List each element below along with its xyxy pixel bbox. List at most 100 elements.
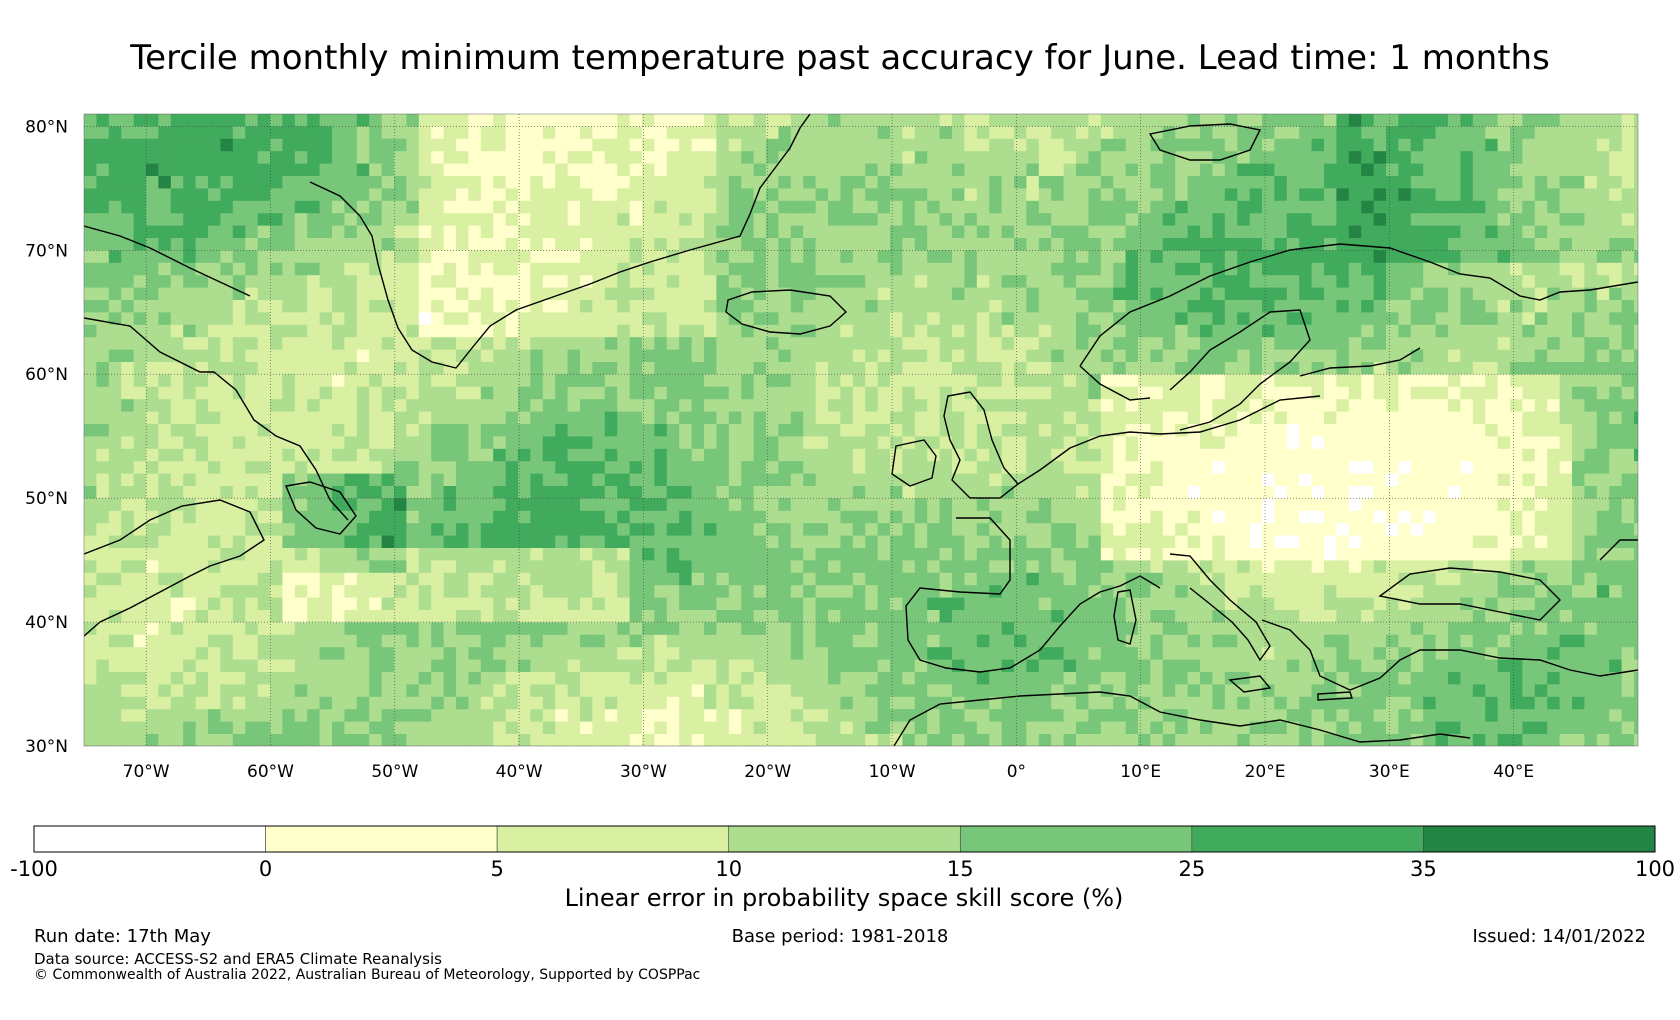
grid-cell: [158, 424, 172, 437]
grid-cell: [815, 337, 829, 350]
grid-cell: [1448, 275, 1461, 288]
grid-cell: [852, 312, 866, 326]
grid-cell: [480, 548, 494, 561]
grid-cell: [1534, 498, 1548, 512]
grid-cell: [580, 411, 593, 425]
grid-cell: [1472, 337, 1486, 350]
grid-cell: [431, 486, 444, 499]
grid-cell: [1063, 461, 1077, 474]
grid-cell: [1051, 337, 1064, 350]
grid-cell: [1336, 188, 1350, 202]
grid-cell: [666, 436, 680, 450]
grid-cell: [766, 424, 779, 437]
grid-cell: [1076, 548, 1089, 561]
grid-cell: [1125, 548, 1139, 561]
grid-cell: [1373, 498, 1387, 512]
grid-cell: [257, 176, 271, 189]
grid-cell: [604, 238, 618, 251]
grid-cell: [270, 238, 283, 251]
grid-cell: [592, 535, 606, 549]
grid-cell: [555, 399, 568, 412]
grid-cell: [1138, 114, 1151, 127]
grid-cell: [418, 560, 432, 574]
grid-cell: [629, 510, 643, 524]
grid-cell: [468, 151, 482, 164]
grid-cell: [741, 560, 754, 574]
grid-cell: [208, 225, 221, 239]
grid-cell: [1485, 262, 1498, 276]
grid-cell: [1187, 349, 1201, 363]
grid-cell: [108, 300, 122, 313]
grid-cell: [1200, 262, 1213, 276]
grid-cell: [716, 399, 730, 412]
grid-cell: [580, 287, 593, 301]
grid-cell: [344, 151, 358, 164]
grid-cell: [84, 572, 97, 586]
grid-cell: [1559, 349, 1573, 363]
grid-cell: [183, 188, 196, 202]
grid-cell: [493, 287, 506, 301]
grid-cell: [332, 275, 345, 288]
grid-cell: [530, 176, 544, 189]
grid-cell: [766, 188, 779, 202]
grid-cell: [406, 300, 420, 313]
grid-cell: [1100, 448, 1114, 462]
grid-cell: [1336, 163, 1350, 177]
grid-cell: [1026, 374, 1040, 388]
grid-cell: [1001, 362, 1015, 375]
grid-cell: [604, 535, 618, 549]
grid-cell: [1200, 163, 1213, 177]
grid-cell: [617, 312, 630, 326]
grid-cell: [1014, 200, 1027, 214]
grid-cell: [1088, 238, 1102, 251]
grid-cell: [530, 448, 544, 462]
grid-cell: [1038, 535, 1052, 549]
grid-cell: [890, 362, 903, 375]
grid-cell: [1076, 337, 1089, 350]
grid-cell: [952, 362, 965, 375]
grid-cell: [319, 473, 333, 487]
grid-cell: [1336, 411, 1350, 425]
grid-cell: [542, 548, 556, 561]
grid-cell: [728, 486, 742, 499]
grid-cell: [939, 486, 953, 499]
grid-cell: [989, 486, 1002, 499]
grid-cell: [468, 200, 482, 214]
grid-cell: [542, 523, 556, 536]
grid-cell: [691, 399, 705, 412]
grid-cell: [704, 448, 717, 462]
grid-cell: [1634, 114, 1638, 127]
grid-cell: [1324, 399, 1337, 412]
grid-cell: [1262, 238, 1275, 251]
grid-cell: [245, 287, 258, 301]
grid-cell: [1237, 312, 1250, 326]
grid-cell: [1497, 548, 1511, 561]
grid-cell: [1224, 510, 1238, 524]
grid-cell: [1038, 399, 1052, 412]
grid-cell: [1423, 498, 1436, 512]
grid-cell: [592, 138, 606, 152]
grid-cell: [332, 424, 345, 437]
grid-cell: [1547, 262, 1560, 276]
grid-cell: [418, 163, 432, 177]
grid-cell: [555, 349, 568, 363]
grid-cell: [158, 486, 172, 499]
grid-cell: [1001, 262, 1015, 276]
grid-cell: [865, 424, 878, 437]
grid-cell: [1224, 300, 1238, 313]
grid-cell: [530, 386, 544, 400]
grid-cell: [518, 560, 531, 574]
grid-cell: [803, 262, 816, 276]
grid-cell: [865, 250, 878, 264]
grid-cell: [394, 399, 407, 412]
grid-cell: [1274, 548, 1288, 561]
grid-cell: [232, 486, 246, 499]
grid-cell: [1299, 114, 1312, 127]
grid-cell: [1162, 548, 1176, 561]
grid-cell: [976, 200, 990, 214]
grid-cell: [1398, 436, 1412, 450]
grid-cell: [902, 275, 916, 288]
grid-cell: [270, 337, 283, 350]
grid-cell: [84, 275, 97, 288]
grid-cell: [1559, 176, 1573, 189]
